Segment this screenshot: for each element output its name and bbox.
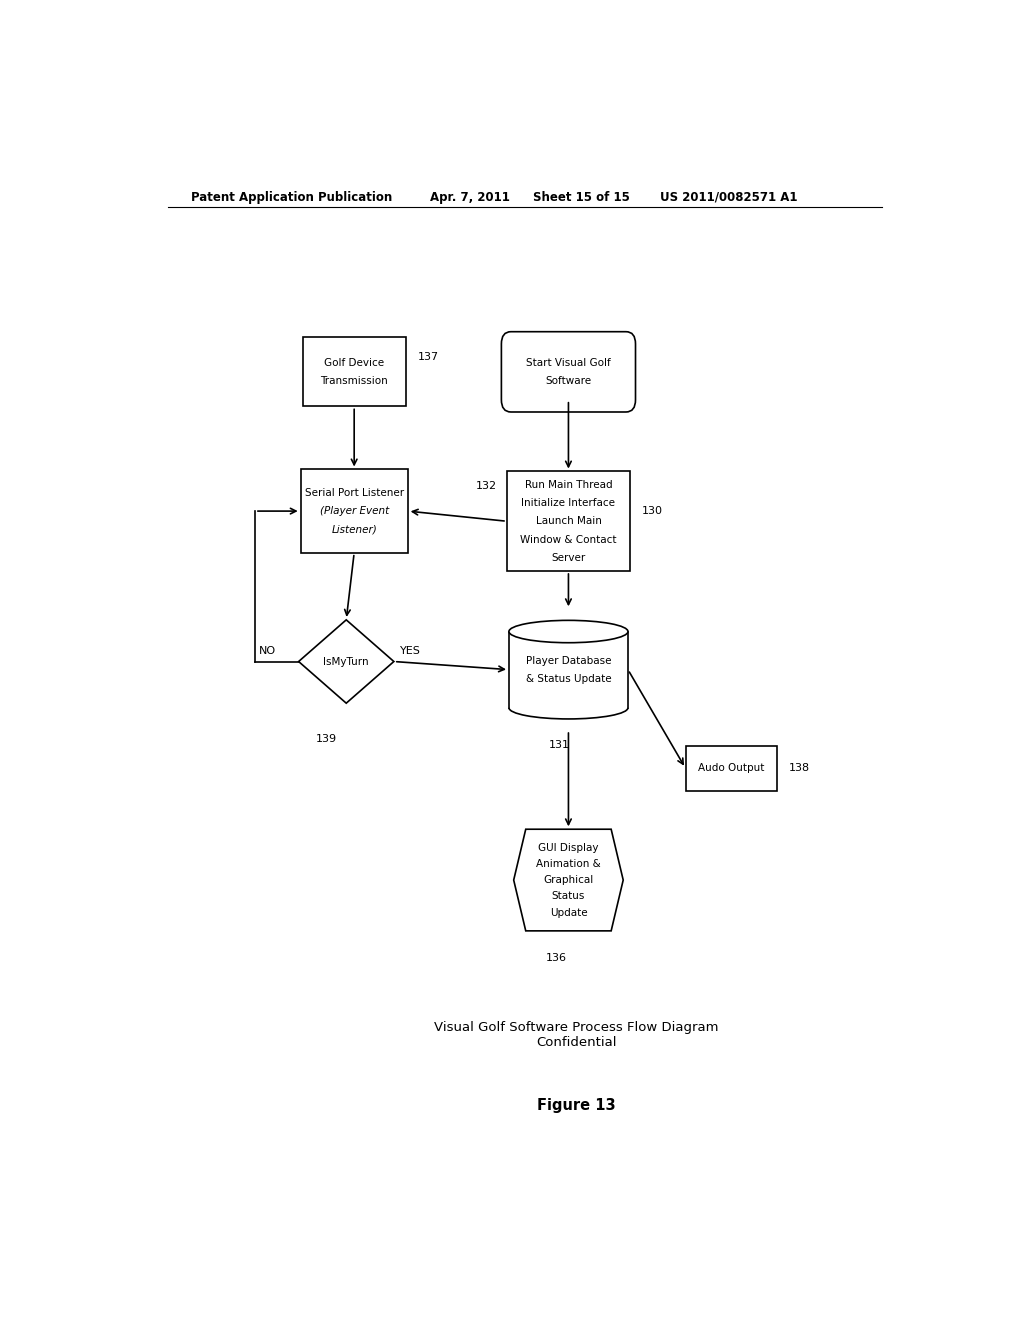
Text: Run Main Thread: Run Main Thread bbox=[524, 479, 612, 490]
Text: Launch Main: Launch Main bbox=[536, 516, 601, 527]
Text: GUI Display: GUI Display bbox=[539, 842, 599, 853]
Text: Window & Contact: Window & Contact bbox=[520, 535, 616, 545]
Text: Update: Update bbox=[550, 908, 587, 917]
Text: Listener): Listener) bbox=[332, 524, 377, 535]
Text: Patent Application Publication: Patent Application Publication bbox=[191, 190, 393, 203]
Polygon shape bbox=[514, 829, 624, 931]
Text: & Status Update: & Status Update bbox=[525, 673, 611, 684]
Text: Player Database: Player Database bbox=[525, 656, 611, 665]
Text: Serial Port Listener: Serial Port Listener bbox=[304, 488, 403, 498]
Text: Server: Server bbox=[551, 553, 586, 562]
Text: (Player Event: (Player Event bbox=[319, 506, 389, 516]
FancyBboxPatch shape bbox=[502, 331, 636, 412]
Text: 132: 132 bbox=[476, 480, 498, 491]
Text: Golf Device: Golf Device bbox=[325, 358, 384, 368]
Text: Audo Output: Audo Output bbox=[698, 763, 764, 774]
Text: Figure 13: Figure 13 bbox=[537, 1098, 615, 1113]
FancyBboxPatch shape bbox=[301, 470, 408, 553]
FancyBboxPatch shape bbox=[685, 746, 777, 791]
Text: Transmission: Transmission bbox=[321, 376, 388, 385]
Polygon shape bbox=[299, 620, 394, 704]
FancyBboxPatch shape bbox=[507, 471, 630, 572]
Text: US 2011/0082571 A1: US 2011/0082571 A1 bbox=[659, 190, 798, 203]
Text: Visual Golf Software Process Flow Diagram: Visual Golf Software Process Flow Diagra… bbox=[434, 1020, 719, 1034]
Text: Apr. 7, 2011: Apr. 7, 2011 bbox=[430, 190, 510, 203]
Text: YES: YES bbox=[400, 647, 421, 656]
Text: NO: NO bbox=[259, 647, 276, 656]
Text: Graphical: Graphical bbox=[544, 875, 594, 884]
Text: Status: Status bbox=[552, 891, 585, 902]
Text: Confidential: Confidential bbox=[537, 1036, 616, 1049]
Text: IsMyTurn: IsMyTurn bbox=[324, 656, 369, 667]
FancyBboxPatch shape bbox=[303, 338, 406, 407]
Text: 139: 139 bbox=[315, 734, 337, 743]
Text: Initialize Interface: Initialize Interface bbox=[521, 498, 615, 508]
Text: Sheet 15 of 15: Sheet 15 of 15 bbox=[532, 190, 630, 203]
Text: 137: 137 bbox=[418, 351, 439, 362]
Bar bbox=[509, 631, 628, 708]
Text: Start Visual Golf: Start Visual Golf bbox=[526, 358, 611, 368]
Text: 130: 130 bbox=[642, 506, 663, 516]
Text: Software: Software bbox=[546, 376, 592, 385]
Text: 131: 131 bbox=[549, 741, 569, 750]
Ellipse shape bbox=[509, 620, 628, 643]
Text: 136: 136 bbox=[546, 953, 567, 964]
Text: Animation &: Animation & bbox=[537, 859, 601, 869]
Text: 138: 138 bbox=[788, 763, 810, 774]
